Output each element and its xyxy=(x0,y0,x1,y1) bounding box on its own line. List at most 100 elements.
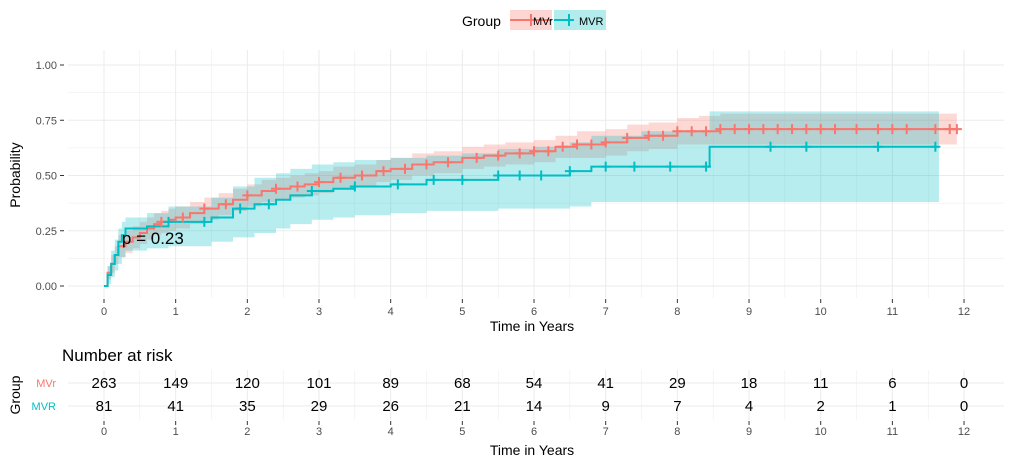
risk-table-values: 263 149 120 101 89 68 54 41 29 18 11 6 081 41 35 29 26 21… xyxy=(91,375,968,415)
censor-mark-mvr xyxy=(271,183,282,194)
censor-mark-mvr xyxy=(314,177,325,188)
censor-mark-mvr-big xyxy=(349,181,360,192)
censor-mark-mvr xyxy=(787,124,798,135)
censor-mark-mvr xyxy=(242,190,253,201)
censor-mark-mvr-big xyxy=(163,216,174,227)
y-tick-label: 0.50 xyxy=(36,171,57,183)
censor-mark-mvr xyxy=(600,137,611,148)
risk-value: 21 xyxy=(454,398,471,415)
risk-table-y-title: Group xyxy=(7,375,23,414)
censor-mark-mvr xyxy=(220,199,231,210)
y-tick-label: 0.75 xyxy=(36,115,57,127)
censor-mark-mvr-big xyxy=(536,170,547,181)
risk-x-tick-label: 0 xyxy=(101,426,107,438)
censor-mark-mvr-big xyxy=(665,161,676,172)
risk-value: 6 xyxy=(888,375,896,392)
risk-value: 41 xyxy=(597,375,614,392)
x-tick-label: 2 xyxy=(244,306,250,318)
censor-mark-mvr xyxy=(378,166,389,177)
y-axis-ticks: 0.00 0.25 0.50 0.75 1.00 xyxy=(36,60,64,293)
risk-value: 0 xyxy=(960,398,968,415)
risk-value: 18 xyxy=(741,375,758,392)
censor-mark-mvr xyxy=(758,124,769,135)
legend-key-mvr-big-band xyxy=(554,10,606,30)
censor-mark-mvr xyxy=(177,212,188,223)
x-tick-label: 1 xyxy=(173,306,179,318)
y-axis-title: Probability xyxy=(7,142,23,207)
censor-mark-mvr xyxy=(643,130,654,141)
confidence-bands xyxy=(104,111,957,287)
x-axis-title: Time in Years xyxy=(490,318,574,334)
risk-x-tick-label: 7 xyxy=(603,426,609,438)
censor-mark-mvr-big xyxy=(428,174,439,185)
risk-value: 0 xyxy=(960,375,968,392)
censor-mark-mvr-big xyxy=(392,179,403,190)
censor-mark-mvr xyxy=(901,124,912,135)
risk-x-tick-label: 5 xyxy=(459,426,465,438)
x-tick-label: 6 xyxy=(531,306,537,318)
risk-table-x-title: Time in Years xyxy=(490,442,574,458)
risk-value: 68 xyxy=(454,375,471,392)
risk-value: 149 xyxy=(163,375,188,392)
risk-x-tick-label: 8 xyxy=(674,426,680,438)
censor-mark-mvr xyxy=(744,124,755,135)
censor-mark-mvr xyxy=(529,146,540,157)
censor-mark-mvr xyxy=(543,146,554,157)
ci-band-mvr-big xyxy=(104,111,939,286)
censor-mark-mvr xyxy=(586,139,597,150)
legend-label-mvr: MVr xyxy=(533,16,553,28)
risk-value: 101 xyxy=(306,375,331,392)
censor-mark-mvr xyxy=(729,124,740,135)
ci-band-mvr xyxy=(104,113,957,287)
censor-mark-mvr xyxy=(292,181,303,192)
censor-mark-mvr xyxy=(772,124,783,135)
risk-value: 263 xyxy=(91,375,116,392)
risk-x-tick-label: 1 xyxy=(173,426,179,438)
censor-mark-mvr-big xyxy=(306,185,317,196)
censor-mark-mvr xyxy=(443,157,454,168)
risk-value: 4 xyxy=(745,398,753,415)
risk-value: 29 xyxy=(669,375,686,392)
risk-row-label-mvr: MVr xyxy=(36,378,56,390)
risk-x-tick-label: 4 xyxy=(388,426,394,438)
censor-mark-mvr xyxy=(851,124,862,135)
risk-value: 81 xyxy=(96,398,113,415)
risk-value: 14 xyxy=(526,398,543,415)
censor-mark-mvr xyxy=(801,124,812,135)
plot-grid xyxy=(68,50,1004,298)
censor-mark-mvr-big xyxy=(235,203,246,214)
curve-mvr-big xyxy=(104,145,939,287)
y-tick-label: 0.00 xyxy=(36,281,57,293)
censor-mark-mvr-big xyxy=(564,166,575,177)
x-tick-label: 5 xyxy=(459,306,465,318)
x-axis-ticks: 0 1 2 3 4 5 6 7 8 9 10 11 12 xyxy=(101,299,970,318)
censor-mark-mvr xyxy=(400,163,411,174)
censor-mark-mvr xyxy=(557,141,568,152)
risk-x-tick-label: 3 xyxy=(316,426,322,438)
censor-mark-mvr xyxy=(572,139,583,150)
censor-mark-mvr-big xyxy=(514,170,525,181)
censor-mark-mvr-big xyxy=(801,141,812,152)
censor-mark-mvr xyxy=(701,126,712,137)
x-tick-label: 8 xyxy=(674,306,680,318)
censor-mark-mvr xyxy=(815,124,826,135)
x-tick-label: 11 xyxy=(887,306,898,318)
risk-value: 9 xyxy=(602,398,610,415)
x-tick-label: 7 xyxy=(603,306,609,318)
risk-table-row-labels: MVr MVR xyxy=(32,378,57,413)
censor-mark-mvr xyxy=(830,124,841,135)
risk-x-tick-label: 2 xyxy=(244,426,250,438)
censor-mark-mvr-big xyxy=(629,161,640,172)
risk-value: 120 xyxy=(235,375,260,392)
legend-title: Group xyxy=(462,13,501,29)
censor-mark-mvr xyxy=(887,124,898,135)
censor-mark-mvr-big xyxy=(873,141,884,152)
x-tick-label: 10 xyxy=(815,306,827,318)
censor-mark-mvr xyxy=(686,126,697,137)
censor-mark-mvr-big xyxy=(765,141,776,152)
censor-mark-mvr xyxy=(493,150,504,161)
risk-value: 26 xyxy=(382,398,399,415)
censor-mark-mvr xyxy=(421,159,432,170)
risk-value: 29 xyxy=(311,398,328,415)
